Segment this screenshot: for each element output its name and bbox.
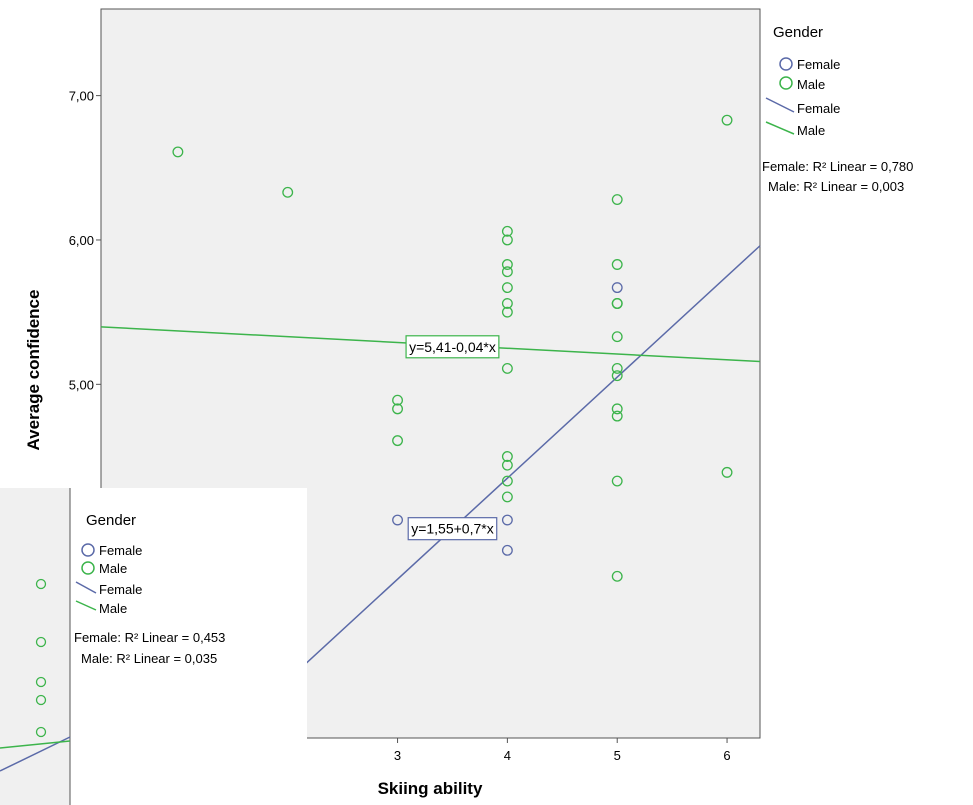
data-point-male bbox=[501, 282, 513, 294]
y-tick-label: 6,00 bbox=[69, 233, 94, 248]
rsq-male: Male: R² Linear = 0,003 bbox=[768, 179, 904, 194]
fit-equation-text: y=5,41-0,04*x bbox=[409, 339, 496, 355]
data-point-male bbox=[611, 331, 623, 343]
y-tick-label: 7,00 bbox=[69, 89, 94, 104]
data-point-male bbox=[721, 114, 733, 126]
data-point-male bbox=[721, 466, 733, 478]
fit-equation-box bbox=[407, 517, 498, 541]
legend-male-line-label: Male bbox=[797, 123, 825, 138]
legend-male-label: Male bbox=[797, 77, 825, 92]
legend-male-marker bbox=[779, 76, 793, 90]
y-tick-label: 5,00 bbox=[69, 377, 94, 392]
data-point-male bbox=[611, 194, 623, 206]
y-axis-title: Average confidence bbox=[24, 290, 43, 451]
data-point-male bbox=[611, 410, 623, 422]
data-point-male bbox=[501, 298, 513, 309]
inset-legend-female-line-label: Female bbox=[99, 582, 142, 597]
data-point-male bbox=[611, 570, 623, 582]
inset-point bbox=[35, 676, 47, 688]
inset-legend: Gender Female Male Female Male Female: R… bbox=[74, 512, 225, 666]
data-point-male bbox=[392, 403, 404, 415]
fit-equation-box bbox=[405, 335, 500, 359]
x-tick-label: 5 bbox=[614, 748, 621, 763]
x-tick-label: 4 bbox=[504, 748, 511, 763]
inset-point bbox=[35, 694, 47, 706]
data-point-male bbox=[611, 362, 623, 374]
data-point-male bbox=[501, 266, 513, 278]
fit-line-female bbox=[224, 245, 761, 739]
data-point-male bbox=[501, 234, 513, 246]
legend-female-line-label: Female bbox=[797, 101, 840, 116]
legend-female-marker bbox=[779, 57, 793, 71]
data-point-male bbox=[501, 491, 513, 503]
data-point-male bbox=[392, 435, 404, 447]
data-point-male bbox=[282, 186, 294, 198]
data-point-male bbox=[501, 362, 513, 374]
rsq-female: Female: R² Linear = 0,780 bbox=[762, 159, 913, 174]
inset-chart: Gender Female Male Female Male Female: R… bbox=[0, 488, 225, 805]
data-point-male bbox=[501, 225, 513, 237]
inset-rsq-male: Male: R² Linear = 0,035 bbox=[81, 651, 217, 666]
inset-point bbox=[35, 636, 47, 648]
fit-equation-male: y=5,41-0,04*x bbox=[405, 335, 500, 359]
data-point-male bbox=[392, 394, 404, 406]
inset-legend-female-label: Female bbox=[99, 543, 142, 558]
data-point-female bbox=[501, 514, 513, 526]
inset-fit-line-male bbox=[0, 740, 71, 749]
overlapping-chart-panel: Gender Female Male Female Male Female: R… bbox=[0, 488, 307, 805]
x-tick-label: 6 bbox=[723, 748, 730, 763]
legend-female-label: Female bbox=[797, 57, 840, 72]
data-point-male bbox=[611, 403, 623, 415]
data-point-male bbox=[611, 370, 623, 382]
inset-legend-title: Gender bbox=[86, 512, 136, 529]
inset-legend-male-line-label: Male bbox=[99, 601, 127, 616]
fit-equation-text: y=1,55+0,7*x bbox=[411, 521, 494, 537]
inset-point bbox=[35, 578, 47, 590]
data-point-male bbox=[611, 298, 623, 309]
data-point-male bbox=[611, 475, 623, 487]
data-point-male bbox=[611, 259, 623, 270]
legend: Gender Female Male Female Male Female: R… bbox=[762, 24, 913, 194]
data-point-female bbox=[392, 514, 404, 526]
legend-title: Gender bbox=[773, 24, 823, 41]
data-point-male bbox=[501, 306, 513, 318]
inset-legend-female-line bbox=[75, 581, 97, 594]
data-point-male bbox=[501, 475, 513, 487]
legend-female-line bbox=[765, 97, 795, 113]
data-point-male bbox=[501, 259, 513, 270]
data-point-male bbox=[501, 451, 513, 462]
x-tick-label: 3 bbox=[394, 748, 401, 763]
data-point-male bbox=[172, 146, 184, 158]
data-point-male bbox=[501, 459, 513, 471]
inset-legend-female-marker bbox=[81, 543, 95, 557]
inset-legend-male-marker bbox=[81, 561, 95, 575]
inset-legend-male-label: Male bbox=[99, 561, 127, 576]
x-axis-title: Skiing ability bbox=[378, 779, 483, 798]
legend-male-line bbox=[765, 121, 795, 135]
data-point-female bbox=[501, 544, 513, 556]
data-point-female bbox=[611, 282, 623, 294]
inset-point bbox=[35, 726, 47, 738]
fit-equation-female: y=1,55+0,7*x bbox=[407, 517, 498, 541]
inset-rsq-female: Female: R² Linear = 0,453 bbox=[74, 630, 225, 645]
inset-legend-male-line bbox=[75, 600, 97, 611]
inset-plot-area bbox=[0, 488, 71, 805]
